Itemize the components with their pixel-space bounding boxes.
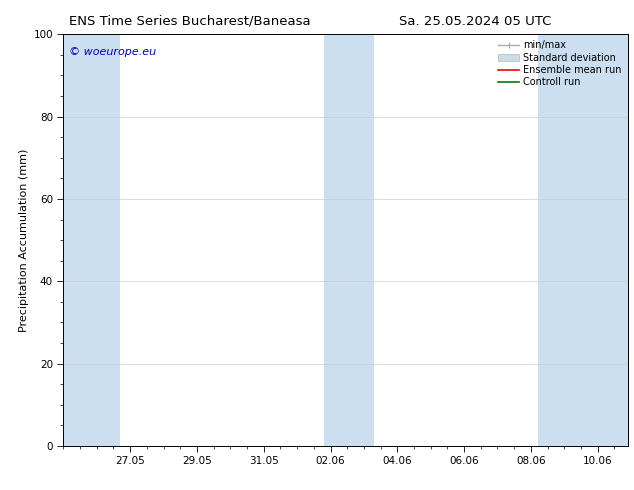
Bar xyxy=(538,34,628,446)
Legend: min/max, Standard deviation, Ensemble mean run, Controll run: min/max, Standard deviation, Ensemble me… xyxy=(494,36,626,91)
Y-axis label: Precipitation Accumulation (mm): Precipitation Accumulation (mm) xyxy=(19,148,29,332)
Bar xyxy=(324,34,374,446)
Bar xyxy=(63,34,120,446)
Text: Sa. 25.05.2024 05 UTC: Sa. 25.05.2024 05 UTC xyxy=(399,15,552,28)
Text: © woeurope.eu: © woeurope.eu xyxy=(69,47,156,57)
Text: ENS Time Series Bucharest/Baneasa: ENS Time Series Bucharest/Baneasa xyxy=(69,15,311,28)
